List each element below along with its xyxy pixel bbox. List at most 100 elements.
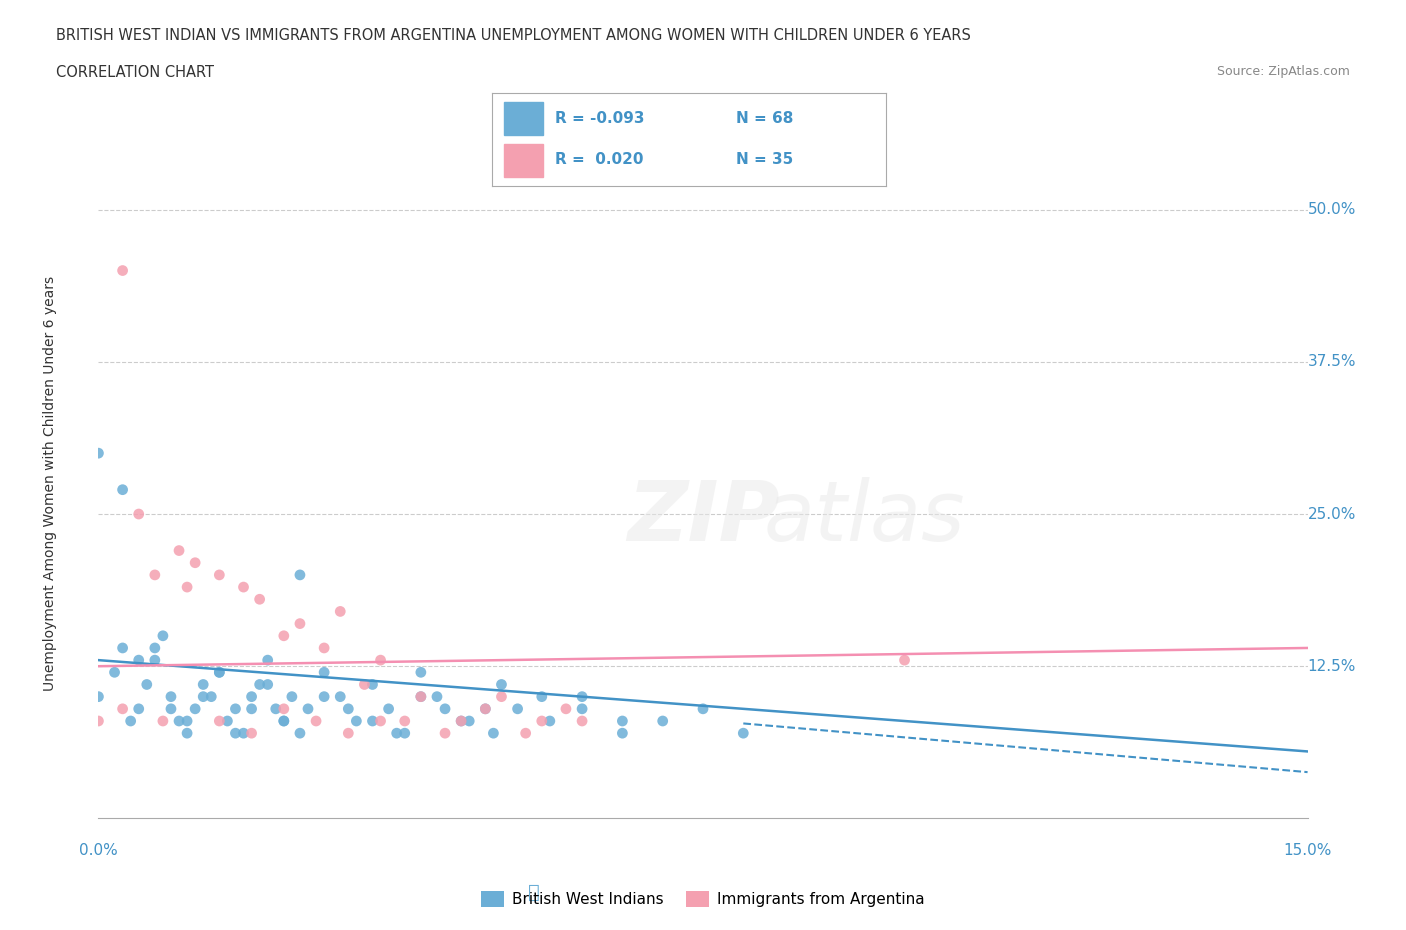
Point	[344, 713, 367, 728]
Point	[111, 483, 134, 498]
Point	[893, 653, 915, 668]
Point	[193, 677, 215, 692]
Point	[160, 701, 183, 716]
Text: 25.0%: 25.0%	[1308, 507, 1355, 522]
Point	[240, 701, 263, 716]
Text: 12.5%: 12.5%	[1308, 658, 1355, 673]
Point	[385, 725, 408, 740]
Point	[200, 689, 222, 704]
Point	[329, 689, 352, 704]
Point	[305, 713, 328, 728]
Point	[571, 701, 593, 716]
Point	[426, 689, 449, 704]
Point	[482, 725, 505, 740]
Point	[167, 713, 190, 728]
Point	[176, 579, 198, 594]
Point	[458, 713, 481, 728]
Point	[409, 665, 432, 680]
Point	[491, 689, 513, 704]
Point	[370, 713, 392, 728]
Point	[273, 713, 295, 728]
Point	[184, 555, 207, 570]
Bar	[503, 102, 543, 135]
Point	[409, 689, 432, 704]
Point	[160, 689, 183, 704]
Text: Unemployment Among Women with Children Under 6 years: Unemployment Among Women with Children U…	[44, 276, 58, 691]
Point	[571, 689, 593, 704]
Point	[224, 725, 246, 740]
Point	[692, 701, 714, 716]
Text: N = 35: N = 35	[737, 153, 793, 167]
Point	[208, 665, 231, 680]
Point	[152, 629, 174, 644]
Point	[370, 653, 392, 668]
Point	[329, 604, 352, 618]
Point	[314, 665, 336, 680]
Point	[530, 713, 553, 728]
Bar	[503, 144, 543, 177]
Point	[314, 689, 336, 704]
Point	[450, 713, 472, 728]
Text: ⬜: ⬜	[529, 884, 540, 902]
Point	[491, 677, 513, 692]
Point	[111, 263, 134, 278]
Point	[377, 701, 399, 716]
Point	[612, 725, 634, 740]
Point	[434, 725, 457, 740]
Point	[249, 591, 271, 606]
Point	[273, 713, 295, 728]
Point	[273, 629, 295, 644]
Point	[474, 701, 496, 716]
Point	[361, 677, 384, 692]
Text: N = 68: N = 68	[737, 111, 793, 126]
Point	[353, 677, 375, 692]
Point	[120, 713, 142, 728]
Point	[733, 725, 755, 740]
Point	[152, 713, 174, 728]
Point	[128, 653, 150, 668]
Point	[288, 725, 311, 740]
Point	[135, 677, 157, 692]
Point	[208, 665, 231, 680]
Point	[208, 567, 231, 582]
Text: 15.0%: 15.0%	[1284, 844, 1331, 858]
Point	[256, 653, 278, 668]
Point	[394, 713, 416, 728]
Point	[232, 579, 254, 594]
Point	[87, 689, 110, 704]
Text: R = -0.093: R = -0.093	[555, 111, 644, 126]
Point	[240, 725, 263, 740]
Text: R =  0.020: R = 0.020	[555, 153, 644, 167]
Text: 50.0%: 50.0%	[1308, 202, 1355, 218]
Point	[224, 701, 246, 716]
Point	[337, 725, 360, 740]
Point	[474, 701, 496, 716]
Text: 0.0%: 0.0%	[79, 844, 118, 858]
Point	[232, 725, 254, 740]
Point	[249, 677, 271, 692]
Point	[555, 701, 578, 716]
Point	[337, 701, 360, 716]
Text: Source: ZipAtlas.com: Source: ZipAtlas.com	[1216, 65, 1350, 78]
Point	[103, 665, 125, 680]
Point	[409, 689, 432, 704]
Legend: British West Indians, Immigrants from Argentina: British West Indians, Immigrants from Ar…	[475, 884, 931, 913]
Point	[288, 567, 311, 582]
Point	[612, 713, 634, 728]
Point	[111, 701, 134, 716]
Point	[361, 713, 384, 728]
Point	[515, 725, 537, 740]
Point	[256, 677, 278, 692]
Point	[87, 713, 110, 728]
Point	[530, 689, 553, 704]
Text: BRITISH WEST INDIAN VS IMMIGRANTS FROM ARGENTINA UNEMPLOYMENT AMONG WOMEN WITH C: BRITISH WEST INDIAN VS IMMIGRANTS FROM A…	[56, 28, 972, 43]
Text: atlas: atlas	[763, 476, 965, 558]
Point	[128, 507, 150, 522]
Point	[651, 713, 673, 728]
Point	[571, 713, 593, 728]
Point	[176, 713, 198, 728]
Point	[143, 641, 166, 656]
Point	[184, 701, 207, 716]
Point	[128, 701, 150, 716]
Point	[208, 713, 231, 728]
